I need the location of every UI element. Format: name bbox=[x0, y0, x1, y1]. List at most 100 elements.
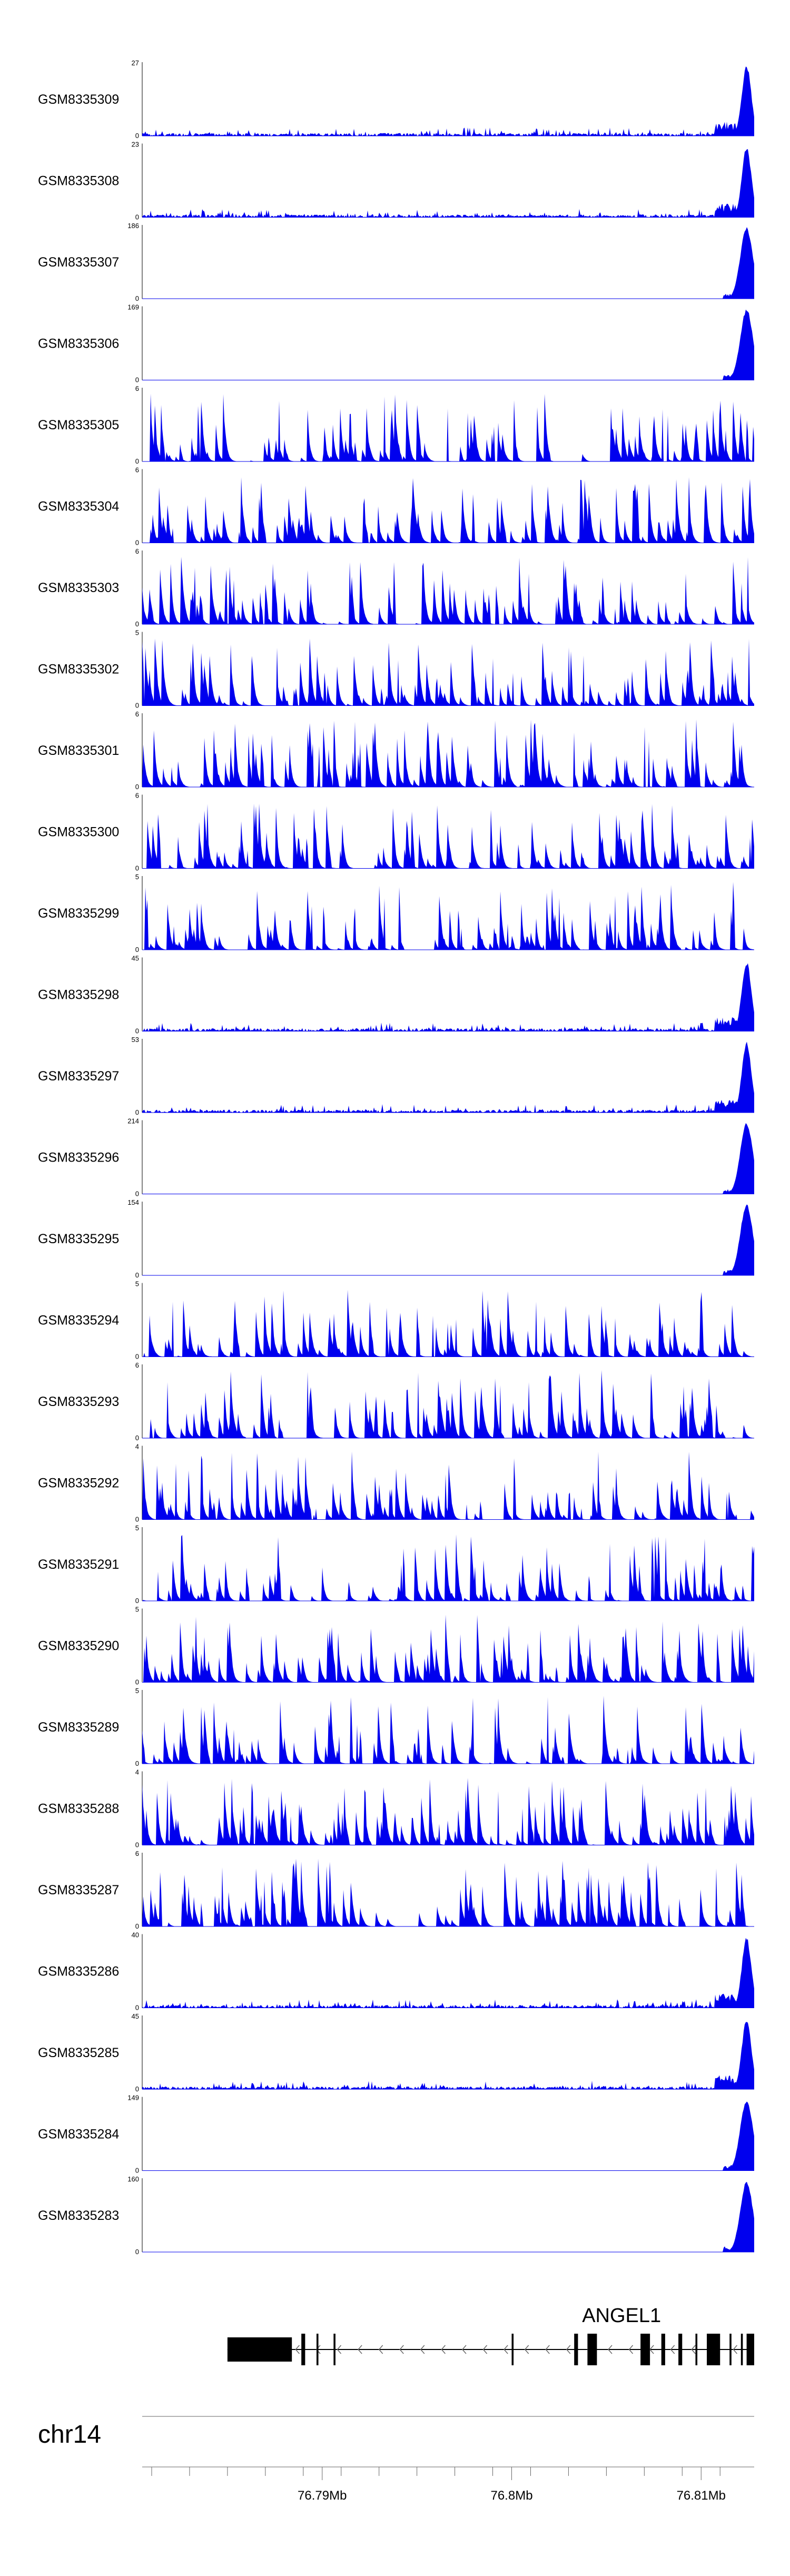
track-ymin-label: 0 bbox=[135, 1759, 139, 1767]
coverage-area bbox=[142, 66, 754, 136]
coverage-area bbox=[142, 1204, 754, 1275]
track-label: GSM8335298 bbox=[38, 988, 119, 1002]
coverage-area bbox=[142, 1451, 754, 1520]
exon bbox=[678, 2334, 683, 2365]
track-ymin-label: 0 bbox=[135, 1271, 139, 1279]
track-ymax-label: 6 bbox=[135, 792, 139, 800]
strand-arrow bbox=[607, 2345, 613, 2354]
coverage-area bbox=[142, 1615, 754, 1683]
exon bbox=[333, 2334, 335, 2365]
exon bbox=[316, 2334, 319, 2365]
strand-arrow bbox=[545, 2345, 550, 2354]
strand-arrow bbox=[649, 2345, 654, 2354]
track-GSM8335309: GSM8335309 27 0 bbox=[38, 59, 754, 140]
coverage-area bbox=[142, 227, 754, 299]
track-GSM8335301: GSM8335301 6 0 bbox=[38, 710, 754, 791]
coverage-area bbox=[142, 1696, 754, 1764]
track-ymax-label: 149 bbox=[127, 2094, 139, 2102]
track-GSM8335295: GSM8335295 154 0 bbox=[38, 1198, 754, 1279]
coverage-area bbox=[142, 1534, 754, 1601]
track-label: GSM8335305 bbox=[38, 418, 119, 432]
track-label: GSM8335287 bbox=[38, 1883, 119, 1897]
track-ymax-label: 6 bbox=[135, 1361, 139, 1369]
coverage-area bbox=[142, 1123, 754, 1194]
coverage-area bbox=[142, 477, 754, 543]
coverage-area bbox=[142, 1041, 754, 1113]
track-ymin-label: 0 bbox=[135, 132, 139, 140]
track-ymin-label: 0 bbox=[135, 2085, 139, 2093]
strand-arrow bbox=[628, 2345, 634, 2354]
track-ymin-label: 0 bbox=[135, 294, 139, 302]
track-ymin-label: 0 bbox=[135, 1841, 139, 1849]
gene-name-label: ANGEL1 bbox=[582, 2305, 661, 2327]
exon bbox=[511, 2334, 514, 2365]
track-GSM8335289: GSM8335289 5 0 bbox=[38, 1687, 754, 1767]
coverage-area bbox=[142, 719, 754, 787]
track-ymax-label: 154 bbox=[127, 1198, 139, 1206]
track-ymin-label: 0 bbox=[135, 946, 139, 953]
exon bbox=[587, 2334, 597, 2365]
track-label: GSM8335291 bbox=[38, 1557, 119, 1572]
track-label: GSM8335301 bbox=[38, 743, 119, 758]
coverage-area bbox=[142, 1778, 754, 1845]
strand-arrow bbox=[503, 2345, 508, 2354]
track-label: GSM8335297 bbox=[38, 1069, 119, 1084]
track-ymax-label: 23 bbox=[132, 141, 139, 149]
track-ymin-label: 0 bbox=[135, 1516, 139, 1523]
track-ymax-label: 169 bbox=[127, 303, 139, 311]
track-ymax-label: 5 bbox=[135, 629, 139, 637]
exon bbox=[740, 2334, 743, 2365]
track-GSM8335284: GSM8335284 149 0 bbox=[38, 2094, 754, 2175]
exon bbox=[661, 2334, 665, 2365]
track-label: GSM8335295 bbox=[38, 1232, 119, 1246]
track-ymax-label: 27 bbox=[132, 59, 139, 67]
track-ymin-label: 0 bbox=[135, 1190, 139, 1198]
track-label: GSM8335303 bbox=[38, 581, 119, 595]
track-ymax-label: 6 bbox=[135, 547, 139, 555]
track-GSM8335299: GSM8335299 5 0 bbox=[38, 873, 754, 953]
track-label: GSM8335290 bbox=[38, 1639, 119, 1654]
exon bbox=[746, 2334, 754, 2365]
strand-arrow bbox=[358, 2345, 362, 2354]
track-GSM8335308: GSM8335308 23 0 bbox=[38, 141, 754, 221]
gene-model: ANGEL1 bbox=[227, 2305, 754, 2365]
track-GSM8335286: GSM8335286 40 0 bbox=[38, 1931, 754, 2012]
coverage-area bbox=[142, 963, 754, 1031]
track-ymax-label: 5 bbox=[135, 1524, 139, 1532]
track-ymax-label: 6 bbox=[135, 1850, 139, 1857]
track-ymax-label: 4 bbox=[135, 1443, 139, 1451]
track-ymax-label: 6 bbox=[135, 385, 139, 392]
track-ymax-label: 160 bbox=[127, 2175, 139, 2183]
coverage-area bbox=[142, 2022, 754, 2089]
track-GSM8335291: GSM8335291 5 0 bbox=[38, 1524, 754, 1605]
exon bbox=[729, 2334, 732, 2365]
strand-arrow bbox=[691, 2345, 696, 2354]
track-ymax-label: 6 bbox=[135, 710, 139, 718]
track-ymin-label: 0 bbox=[135, 2004, 139, 2012]
coverage-area bbox=[142, 1290, 754, 1357]
track-GSM8335290: GSM8335290 5 0 bbox=[38, 1606, 754, 1686]
track-ymin-label: 0 bbox=[135, 539, 139, 547]
track-GSM8335285: GSM8335285 45 0 bbox=[38, 2012, 754, 2093]
strand-arrow bbox=[420, 2345, 425, 2354]
track-ymin-label: 0 bbox=[135, 1108, 139, 1116]
track-ymax-label: 6 bbox=[135, 466, 139, 474]
track-GSM8335302: GSM8335302 5 0 bbox=[38, 629, 754, 710]
genome-tick-label: 76.8Mb bbox=[490, 2489, 532, 2503]
track-GSM8335297: GSM8335297 53 0 bbox=[38, 1036, 754, 1116]
track-label: GSM8335309 bbox=[38, 92, 119, 107]
track-label: GSM8335284 bbox=[38, 2127, 119, 2142]
track-GSM8335294: GSM8335294 5 0 bbox=[38, 1280, 754, 1361]
track-ymin-label: 0 bbox=[135, 783, 139, 791]
coverage-area bbox=[142, 882, 754, 950]
coverage-area bbox=[142, 557, 754, 624]
track-GSM8335307: GSM8335307 186 0 bbox=[38, 222, 754, 302]
genome-axis: chr14 76.79Mb 76.8Mb 76.81Mb bbox=[38, 2416, 754, 2503]
track-ymin-label: 0 bbox=[135, 1922, 139, 1930]
track-ymax-label: 5 bbox=[135, 873, 139, 881]
exon bbox=[574, 2334, 578, 2365]
exon bbox=[707, 2334, 720, 2365]
track-label: GSM8335302 bbox=[38, 662, 119, 677]
track-GSM8335303: GSM8335303 6 0 bbox=[38, 547, 754, 628]
